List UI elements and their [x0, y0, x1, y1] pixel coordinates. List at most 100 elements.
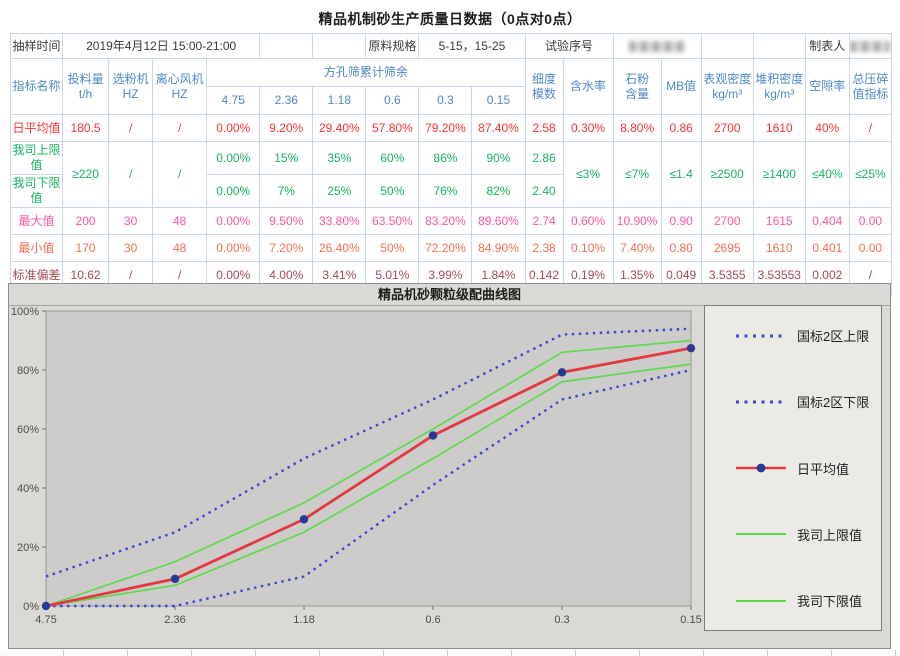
column-header-sieve-size: 4.75 [206, 86, 261, 115]
data-cell: 90% [471, 141, 526, 175]
y-axis-label: 40% [17, 483, 39, 495]
preparer-label: 制表人 [804, 33, 850, 59]
data-cell: 30 [108, 234, 154, 262]
data-cell: ≤40% [804, 141, 850, 208]
data-cell: 50% [365, 234, 420, 262]
data-cell: 50% [365, 174, 420, 208]
y-axis-label: 100% [11, 306, 39, 318]
column-header-indicator-name: 指标名称 [9, 58, 64, 115]
info-spacer [700, 33, 754, 59]
data-cell: 0.00% [206, 174, 261, 208]
data-cell: 10.90% [612, 207, 662, 235]
legend-item: 日平均值 [733, 459, 877, 478]
data-cell: 170 [62, 234, 110, 262]
column-header: 离心风机 HZ [152, 58, 208, 115]
data-cell: 29.40% [312, 114, 367, 142]
x-axis-label: 2.36 [164, 614, 185, 626]
data-cell: 72.20% [418, 234, 473, 262]
data-cell: ≤7% [612, 141, 662, 208]
data-cell: 0.86 [660, 114, 702, 142]
data-cell: 25% [312, 174, 367, 208]
preparer-value-redacted-smudge [850, 40, 891, 52]
data-cell: 0.30% [562, 114, 614, 142]
chart-legend: 国标2区上限国标2区下限日平均值我司上限值我司下限值 [704, 305, 882, 631]
data-cell: 2695 [700, 234, 754, 262]
table-row-green: 我司上限值 ≥220//0.00% 15% 35% 60% 86% 90% 2.86 ≤3% ≤7… [9, 141, 893, 208]
series-line-0 [45, 327, 692, 578]
test-serial-label: 试验序号 [524, 33, 614, 59]
data-cell: 0.404 [804, 207, 850, 235]
data-cell: / [108, 141, 154, 208]
legend-item: 我司上限值 [733, 525, 877, 544]
data-cell: ≤25% [848, 141, 893, 208]
data-cell: / [152, 141, 208, 208]
data-cell: 33.80% [312, 207, 367, 235]
data-cell: 0.00 [848, 207, 893, 235]
data-cell: 30 [108, 207, 154, 235]
data-cell: 60% [365, 141, 420, 175]
series-marker [170, 574, 180, 584]
data-cell: 2.38 [524, 234, 564, 262]
data-cell: 26.40% [312, 234, 367, 262]
column-header: 堆积密度 kg/m³ [752, 58, 806, 115]
column-header-sieve-size: 0.6 [365, 86, 420, 115]
legend-label: 我司下限值 [797, 594, 863, 609]
data-cell: 0.00% [206, 114, 261, 142]
legend-label: 日平均值 [797, 461, 850, 477]
data-cell: ≥2500 [700, 141, 754, 208]
legend-label: 我司上限值 [797, 527, 863, 543]
data-cell: 76% [418, 174, 473, 208]
gradation-chart-panel: 精品机砂颗粒级配曲线图 0% 20% 40% 60% 80% 100% 4.75 2.36 1.… [8, 283, 891, 649]
y-axis-label: 60% [17, 424, 39, 436]
column-header: 投料量 t/h [62, 58, 110, 115]
column-header: 选粉机 HZ [108, 58, 154, 115]
data-cell: 0.00% [206, 207, 261, 235]
row-label: 最大值 [9, 207, 64, 235]
data-cell: 0.60% [562, 207, 614, 235]
series-marker [557, 368, 567, 377]
data-cell: ≤1.4 [660, 141, 702, 208]
material-spec-label: 原料规格 [365, 33, 420, 59]
y-axis-label: 0% [23, 601, 39, 613]
data-cell: 1610 [752, 234, 806, 262]
data-cell: 84.90% [471, 234, 526, 262]
data-cell: 2.40 [524, 174, 564, 208]
column-header: 含水率 [562, 58, 614, 115]
legend-item: 国标2区下限 [733, 392, 877, 411]
data-cell: 82% [471, 174, 526, 208]
data-cell: 9.20% [259, 114, 314, 142]
data-cell: 79.20% [418, 114, 473, 142]
data-cell: 63.50% [365, 207, 420, 235]
material-spec-value: 5-15，15-25 [418, 33, 526, 59]
legend-item: 我司下限值 [733, 591, 877, 610]
info-row: 抽样时间 2019年4月12日 15:00-21:00 原料规格 5-15，15-25… [9, 33, 893, 59]
spreadsheet-row-sliver [0, 650, 900, 656]
info-spacer [259, 33, 314, 59]
plot-area-wrapper: 0% 20% 40% 60% 80% 100% 4.75 2.36 1.18 0.6 0.3 0.15 [11, 306, 711, 646]
gradation-curve-chart: 0% 20% 40% 60% 80% 100% 4.75 2.36 1.18 0.6 0.3 0.15 [11, 306, 702, 626]
x-axis-label: 0.6 [425, 614, 440, 626]
column-header: 表观密度 kg/m³ [700, 58, 754, 115]
data-cell: / [848, 114, 893, 142]
data-cell: 0.00% [206, 234, 261, 262]
legend-label: 国标2区上限 [797, 329, 870, 344]
header-row-groups: 指标名称 投料量 t/h 选粉机 HZ 离心风机 HZ 方孔筛累计筛余 细度 模数 含水率石… [9, 58, 893, 115]
data-cell: 57.80% [365, 114, 420, 142]
data-cell: 2.86 [524, 141, 564, 175]
table-row-coral: 最小值 170 30 48 0.00% 7.20% 26.40% 50% 72.20% 84.90… [9, 234, 893, 262]
y-axis-label: 80% [17, 365, 39, 377]
data-cell: 0.10% [562, 234, 614, 262]
data-cell: 9.50% [259, 207, 314, 235]
data-cell: 0.00 [848, 234, 893, 262]
series-line-4 [45, 363, 692, 607]
data-cell: 2700 [700, 207, 754, 235]
data-cell: 86% [418, 141, 473, 175]
data-cell: 0.90 [660, 207, 702, 235]
test-serial-value-redacted [612, 33, 702, 59]
header-row-sieve-sizes: 4.75 2.36 1.18 0.6 0.3 0.15 [11, 86, 892, 115]
data-cell: 89.60% [471, 207, 526, 235]
data-cell: 83.20% [418, 207, 473, 235]
data-cell: 8.80% [612, 114, 662, 142]
data-cell: / [108, 114, 154, 142]
